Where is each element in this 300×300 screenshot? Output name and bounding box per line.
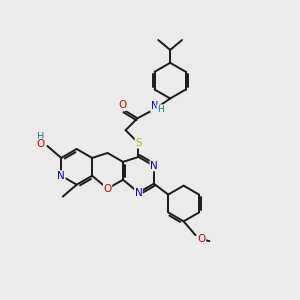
- Text: N: N: [151, 101, 158, 111]
- Text: H: H: [157, 105, 164, 114]
- Text: S: S: [135, 138, 142, 148]
- Text: O: O: [197, 234, 206, 244]
- Text: H: H: [37, 132, 44, 142]
- Text: O: O: [118, 100, 127, 110]
- Text: O: O: [103, 184, 112, 194]
- Text: N: N: [57, 171, 65, 181]
- Text: N: N: [150, 161, 158, 171]
- Text: O: O: [36, 139, 45, 149]
- Text: N: N: [135, 188, 142, 198]
